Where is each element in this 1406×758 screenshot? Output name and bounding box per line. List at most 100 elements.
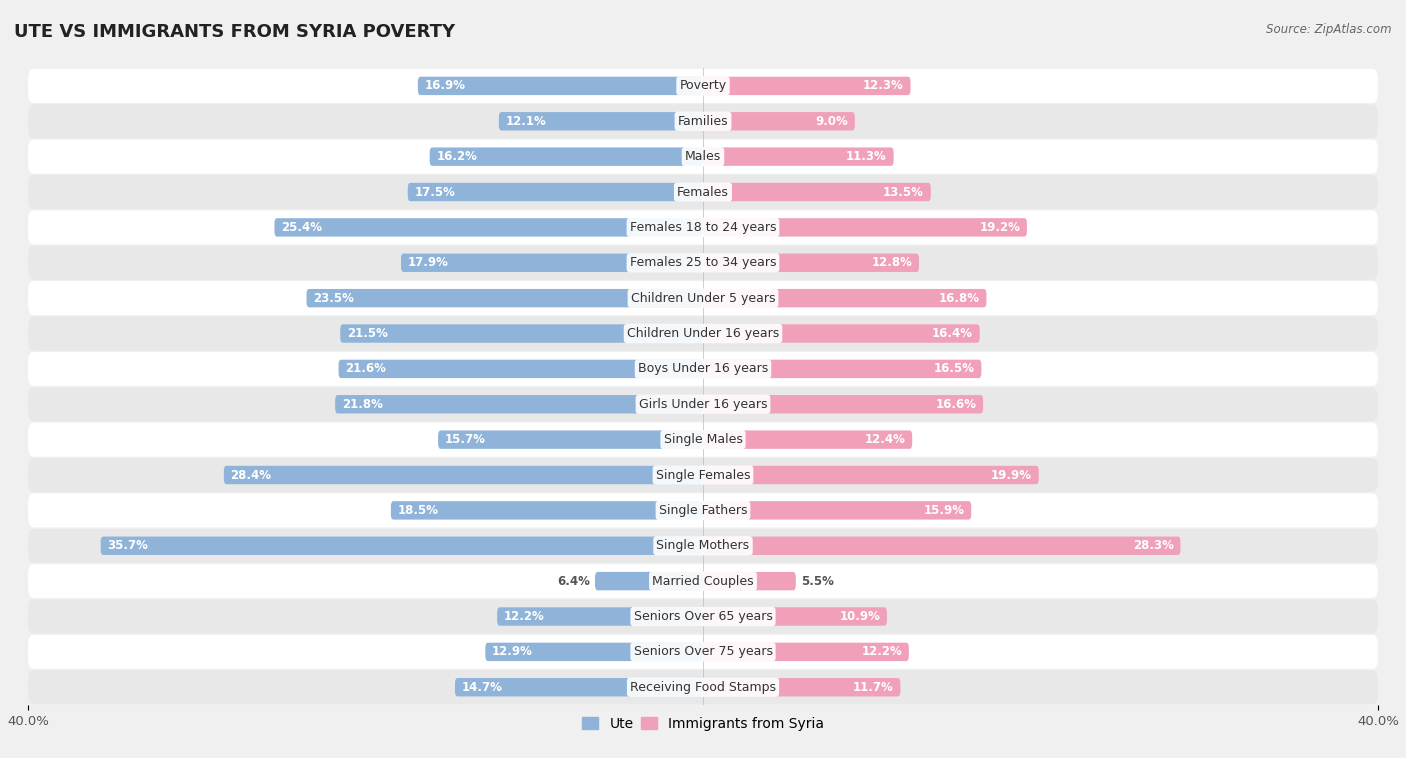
Text: Poverty: Poverty xyxy=(679,80,727,92)
FancyBboxPatch shape xyxy=(340,324,703,343)
FancyBboxPatch shape xyxy=(28,635,1378,669)
Text: 9.0%: 9.0% xyxy=(815,114,848,128)
Text: 16.4%: 16.4% xyxy=(932,327,973,340)
FancyBboxPatch shape xyxy=(498,607,703,625)
Text: 21.5%: 21.5% xyxy=(347,327,388,340)
FancyBboxPatch shape xyxy=(703,466,1039,484)
Text: 18.5%: 18.5% xyxy=(398,504,439,517)
FancyBboxPatch shape xyxy=(28,670,1378,704)
Text: 35.7%: 35.7% xyxy=(107,539,148,553)
FancyBboxPatch shape xyxy=(28,105,1378,138)
FancyBboxPatch shape xyxy=(101,537,703,555)
Text: 16.8%: 16.8% xyxy=(939,292,980,305)
FancyBboxPatch shape xyxy=(703,643,908,661)
Text: Boys Under 16 years: Boys Under 16 years xyxy=(638,362,768,375)
Text: 17.5%: 17.5% xyxy=(415,186,456,199)
FancyBboxPatch shape xyxy=(430,148,703,166)
FancyBboxPatch shape xyxy=(28,211,1378,244)
FancyBboxPatch shape xyxy=(28,493,1378,528)
FancyBboxPatch shape xyxy=(703,183,931,201)
Text: 10.9%: 10.9% xyxy=(839,610,880,623)
Text: 11.3%: 11.3% xyxy=(846,150,887,163)
Text: Source: ZipAtlas.com: Source: ZipAtlas.com xyxy=(1267,23,1392,36)
Text: 14.7%: 14.7% xyxy=(461,681,502,694)
FancyBboxPatch shape xyxy=(28,564,1378,598)
Text: Seniors Over 75 years: Seniors Over 75 years xyxy=(634,645,772,659)
Text: 5.5%: 5.5% xyxy=(801,575,834,587)
Text: Single Fathers: Single Fathers xyxy=(659,504,747,517)
Text: Children Under 5 years: Children Under 5 years xyxy=(631,292,775,305)
Text: Single Mothers: Single Mothers xyxy=(657,539,749,553)
Text: 6.4%: 6.4% xyxy=(557,575,591,587)
Text: Single Females: Single Females xyxy=(655,468,751,481)
Text: Children Under 16 years: Children Under 16 years xyxy=(627,327,779,340)
FancyBboxPatch shape xyxy=(703,537,1181,555)
Text: 15.7%: 15.7% xyxy=(444,433,485,446)
Text: Males: Males xyxy=(685,150,721,163)
FancyBboxPatch shape xyxy=(456,678,703,697)
FancyBboxPatch shape xyxy=(224,466,703,484)
FancyBboxPatch shape xyxy=(703,254,920,272)
FancyBboxPatch shape xyxy=(703,572,796,590)
FancyBboxPatch shape xyxy=(28,423,1378,456)
Text: 25.4%: 25.4% xyxy=(281,221,322,234)
FancyBboxPatch shape xyxy=(28,317,1378,350)
FancyBboxPatch shape xyxy=(703,431,912,449)
Text: 12.4%: 12.4% xyxy=(865,433,905,446)
FancyBboxPatch shape xyxy=(28,281,1378,315)
FancyBboxPatch shape xyxy=(335,395,703,413)
FancyBboxPatch shape xyxy=(703,289,987,307)
FancyBboxPatch shape xyxy=(28,69,1378,103)
FancyBboxPatch shape xyxy=(391,501,703,519)
Text: Single Males: Single Males xyxy=(664,433,742,446)
FancyBboxPatch shape xyxy=(485,643,703,661)
Text: 28.3%: 28.3% xyxy=(1133,539,1174,553)
FancyBboxPatch shape xyxy=(439,431,703,449)
FancyBboxPatch shape xyxy=(595,572,703,590)
Text: 12.1%: 12.1% xyxy=(506,114,547,128)
FancyBboxPatch shape xyxy=(28,352,1378,386)
FancyBboxPatch shape xyxy=(418,77,703,95)
FancyBboxPatch shape xyxy=(703,324,980,343)
Text: 19.9%: 19.9% xyxy=(991,468,1032,481)
FancyBboxPatch shape xyxy=(401,254,703,272)
FancyBboxPatch shape xyxy=(28,387,1378,421)
FancyBboxPatch shape xyxy=(307,289,703,307)
Text: 12.2%: 12.2% xyxy=(862,645,903,659)
Text: 12.9%: 12.9% xyxy=(492,645,533,659)
Text: 11.7%: 11.7% xyxy=(853,681,894,694)
Text: 12.3%: 12.3% xyxy=(863,80,904,92)
Text: 16.6%: 16.6% xyxy=(935,398,976,411)
Text: Families: Families xyxy=(678,114,728,128)
Text: 19.2%: 19.2% xyxy=(980,221,1021,234)
Text: Married Couples: Married Couples xyxy=(652,575,754,587)
FancyBboxPatch shape xyxy=(28,458,1378,492)
Text: Seniors Over 65 years: Seniors Over 65 years xyxy=(634,610,772,623)
Text: 21.8%: 21.8% xyxy=(342,398,382,411)
FancyBboxPatch shape xyxy=(499,112,703,130)
Text: 16.9%: 16.9% xyxy=(425,80,465,92)
FancyBboxPatch shape xyxy=(339,360,703,378)
FancyBboxPatch shape xyxy=(703,395,983,413)
Text: 21.6%: 21.6% xyxy=(346,362,387,375)
Text: 16.5%: 16.5% xyxy=(934,362,974,375)
Text: 16.2%: 16.2% xyxy=(436,150,477,163)
Text: 28.4%: 28.4% xyxy=(231,468,271,481)
Text: 12.2%: 12.2% xyxy=(503,610,544,623)
FancyBboxPatch shape xyxy=(703,148,894,166)
Text: 13.5%: 13.5% xyxy=(883,186,924,199)
FancyBboxPatch shape xyxy=(703,607,887,625)
Text: UTE VS IMMIGRANTS FROM SYRIA POVERTY: UTE VS IMMIGRANTS FROM SYRIA POVERTY xyxy=(14,23,456,41)
Text: Females 25 to 34 years: Females 25 to 34 years xyxy=(630,256,776,269)
Text: Girls Under 16 years: Girls Under 16 years xyxy=(638,398,768,411)
FancyBboxPatch shape xyxy=(703,678,900,697)
FancyBboxPatch shape xyxy=(28,139,1378,174)
Text: 23.5%: 23.5% xyxy=(314,292,354,305)
Text: Receiving Food Stamps: Receiving Food Stamps xyxy=(630,681,776,694)
Text: 12.8%: 12.8% xyxy=(872,256,912,269)
FancyBboxPatch shape xyxy=(408,183,703,201)
Text: Females: Females xyxy=(678,186,728,199)
FancyBboxPatch shape xyxy=(703,218,1026,236)
FancyBboxPatch shape xyxy=(703,501,972,519)
FancyBboxPatch shape xyxy=(28,246,1378,280)
